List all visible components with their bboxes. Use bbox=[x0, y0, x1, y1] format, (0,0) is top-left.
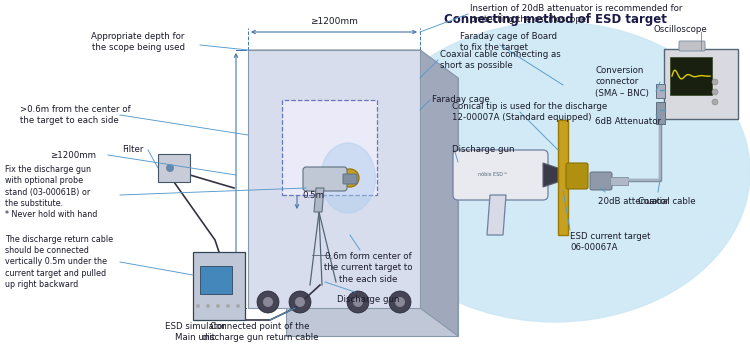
Text: Coaxial cable connecting as
short as possible: Coaxial cable connecting as short as pos… bbox=[440, 50, 561, 70]
Circle shape bbox=[389, 291, 411, 313]
FancyBboxPatch shape bbox=[158, 154, 190, 182]
Text: 0.5m: 0.5m bbox=[302, 190, 324, 199]
Circle shape bbox=[353, 297, 363, 307]
Circle shape bbox=[166, 164, 174, 172]
Circle shape bbox=[216, 304, 220, 308]
Text: 0.6m form center of
the current target to
the each side: 0.6m form center of the current target t… bbox=[324, 252, 413, 284]
Polygon shape bbox=[420, 50, 458, 336]
Text: Faraday cage of Board
to fix the target: Faraday cage of Board to fix the target bbox=[460, 32, 557, 52]
Circle shape bbox=[206, 304, 210, 308]
FancyBboxPatch shape bbox=[558, 120, 568, 235]
Text: >0.6m from the center of
the target to each side: >0.6m from the center of the target to e… bbox=[20, 105, 130, 125]
Text: Insertion of 20dB attenuator is recommended for
protecting the oscilloscope: Insertion of 20dB attenuator is recommen… bbox=[470, 4, 682, 24]
FancyBboxPatch shape bbox=[590, 172, 612, 190]
Polygon shape bbox=[314, 188, 324, 212]
FancyBboxPatch shape bbox=[303, 167, 347, 191]
Text: ≥1200mm: ≥1200mm bbox=[50, 150, 96, 160]
FancyBboxPatch shape bbox=[656, 102, 665, 124]
Text: Conical tip is used for the discharge
12-00007A (Standard equipped): Conical tip is used for the discharge 12… bbox=[452, 102, 608, 122]
Text: Conversion
connector
(SMA – BNC): Conversion connector (SMA – BNC) bbox=[595, 66, 649, 98]
Text: The discharge return cable
should be connected
vertically 0.5m under the
current: The discharge return cable should be con… bbox=[5, 234, 113, 289]
Circle shape bbox=[236, 304, 240, 308]
Circle shape bbox=[712, 79, 718, 85]
FancyBboxPatch shape bbox=[200, 266, 232, 294]
Text: ≥1200mm: ≥1200mm bbox=[310, 18, 358, 27]
Text: Appropriate depth for
the scope being used: Appropriate depth for the scope being us… bbox=[92, 32, 184, 52]
Circle shape bbox=[226, 304, 230, 308]
FancyBboxPatch shape bbox=[282, 100, 377, 195]
Polygon shape bbox=[248, 50, 458, 78]
Ellipse shape bbox=[320, 143, 376, 213]
FancyBboxPatch shape bbox=[566, 163, 588, 189]
FancyBboxPatch shape bbox=[670, 57, 712, 95]
FancyBboxPatch shape bbox=[679, 41, 705, 51]
Circle shape bbox=[257, 291, 279, 313]
FancyBboxPatch shape bbox=[248, 50, 420, 308]
Text: ESD current target
06-00067A: ESD current target 06-00067A bbox=[570, 232, 650, 252]
Circle shape bbox=[395, 297, 405, 307]
FancyBboxPatch shape bbox=[664, 49, 738, 119]
Circle shape bbox=[347, 291, 369, 313]
Polygon shape bbox=[286, 78, 458, 336]
Polygon shape bbox=[487, 195, 506, 235]
Text: Discharge gun: Discharge gun bbox=[337, 295, 399, 304]
Text: Oscilloscope: Oscilloscope bbox=[653, 26, 706, 35]
Text: Fix the discharge gun
with optional probe
stand (03-00061B) or
the substitute.
*: Fix the discharge gun with optional prob… bbox=[5, 164, 98, 219]
FancyBboxPatch shape bbox=[656, 84, 665, 98]
Circle shape bbox=[263, 297, 273, 307]
Text: Faraday cage: Faraday cage bbox=[432, 96, 490, 105]
Text: 20dB attenuator: 20dB attenuator bbox=[598, 197, 669, 206]
FancyBboxPatch shape bbox=[610, 177, 628, 185]
Text: Coaxial cable: Coaxial cable bbox=[638, 197, 696, 206]
Text: 6dB Attenuator: 6dB Attenuator bbox=[595, 118, 661, 126]
Polygon shape bbox=[543, 163, 558, 187]
Text: nöbix ESD™: nöbix ESD™ bbox=[478, 173, 508, 177]
FancyBboxPatch shape bbox=[343, 174, 357, 184]
Circle shape bbox=[341, 169, 359, 187]
Text: Discharge gun: Discharge gun bbox=[452, 146, 514, 154]
FancyBboxPatch shape bbox=[193, 252, 245, 320]
Text: Filter: Filter bbox=[122, 146, 143, 154]
Circle shape bbox=[712, 99, 718, 105]
FancyBboxPatch shape bbox=[453, 150, 548, 200]
Circle shape bbox=[295, 297, 305, 307]
Text: Connected point of the
discharge gun return cable: Connected point of the discharge gun ret… bbox=[202, 322, 318, 342]
Circle shape bbox=[196, 304, 200, 308]
Circle shape bbox=[289, 291, 311, 313]
Text: Connecting method of ESD target: Connecting method of ESD target bbox=[443, 14, 667, 27]
Text: ESD simulator
Main unit: ESD simulator Main unit bbox=[164, 322, 226, 342]
Circle shape bbox=[346, 174, 354, 182]
Circle shape bbox=[712, 89, 718, 95]
Ellipse shape bbox=[360, 22, 750, 322]
